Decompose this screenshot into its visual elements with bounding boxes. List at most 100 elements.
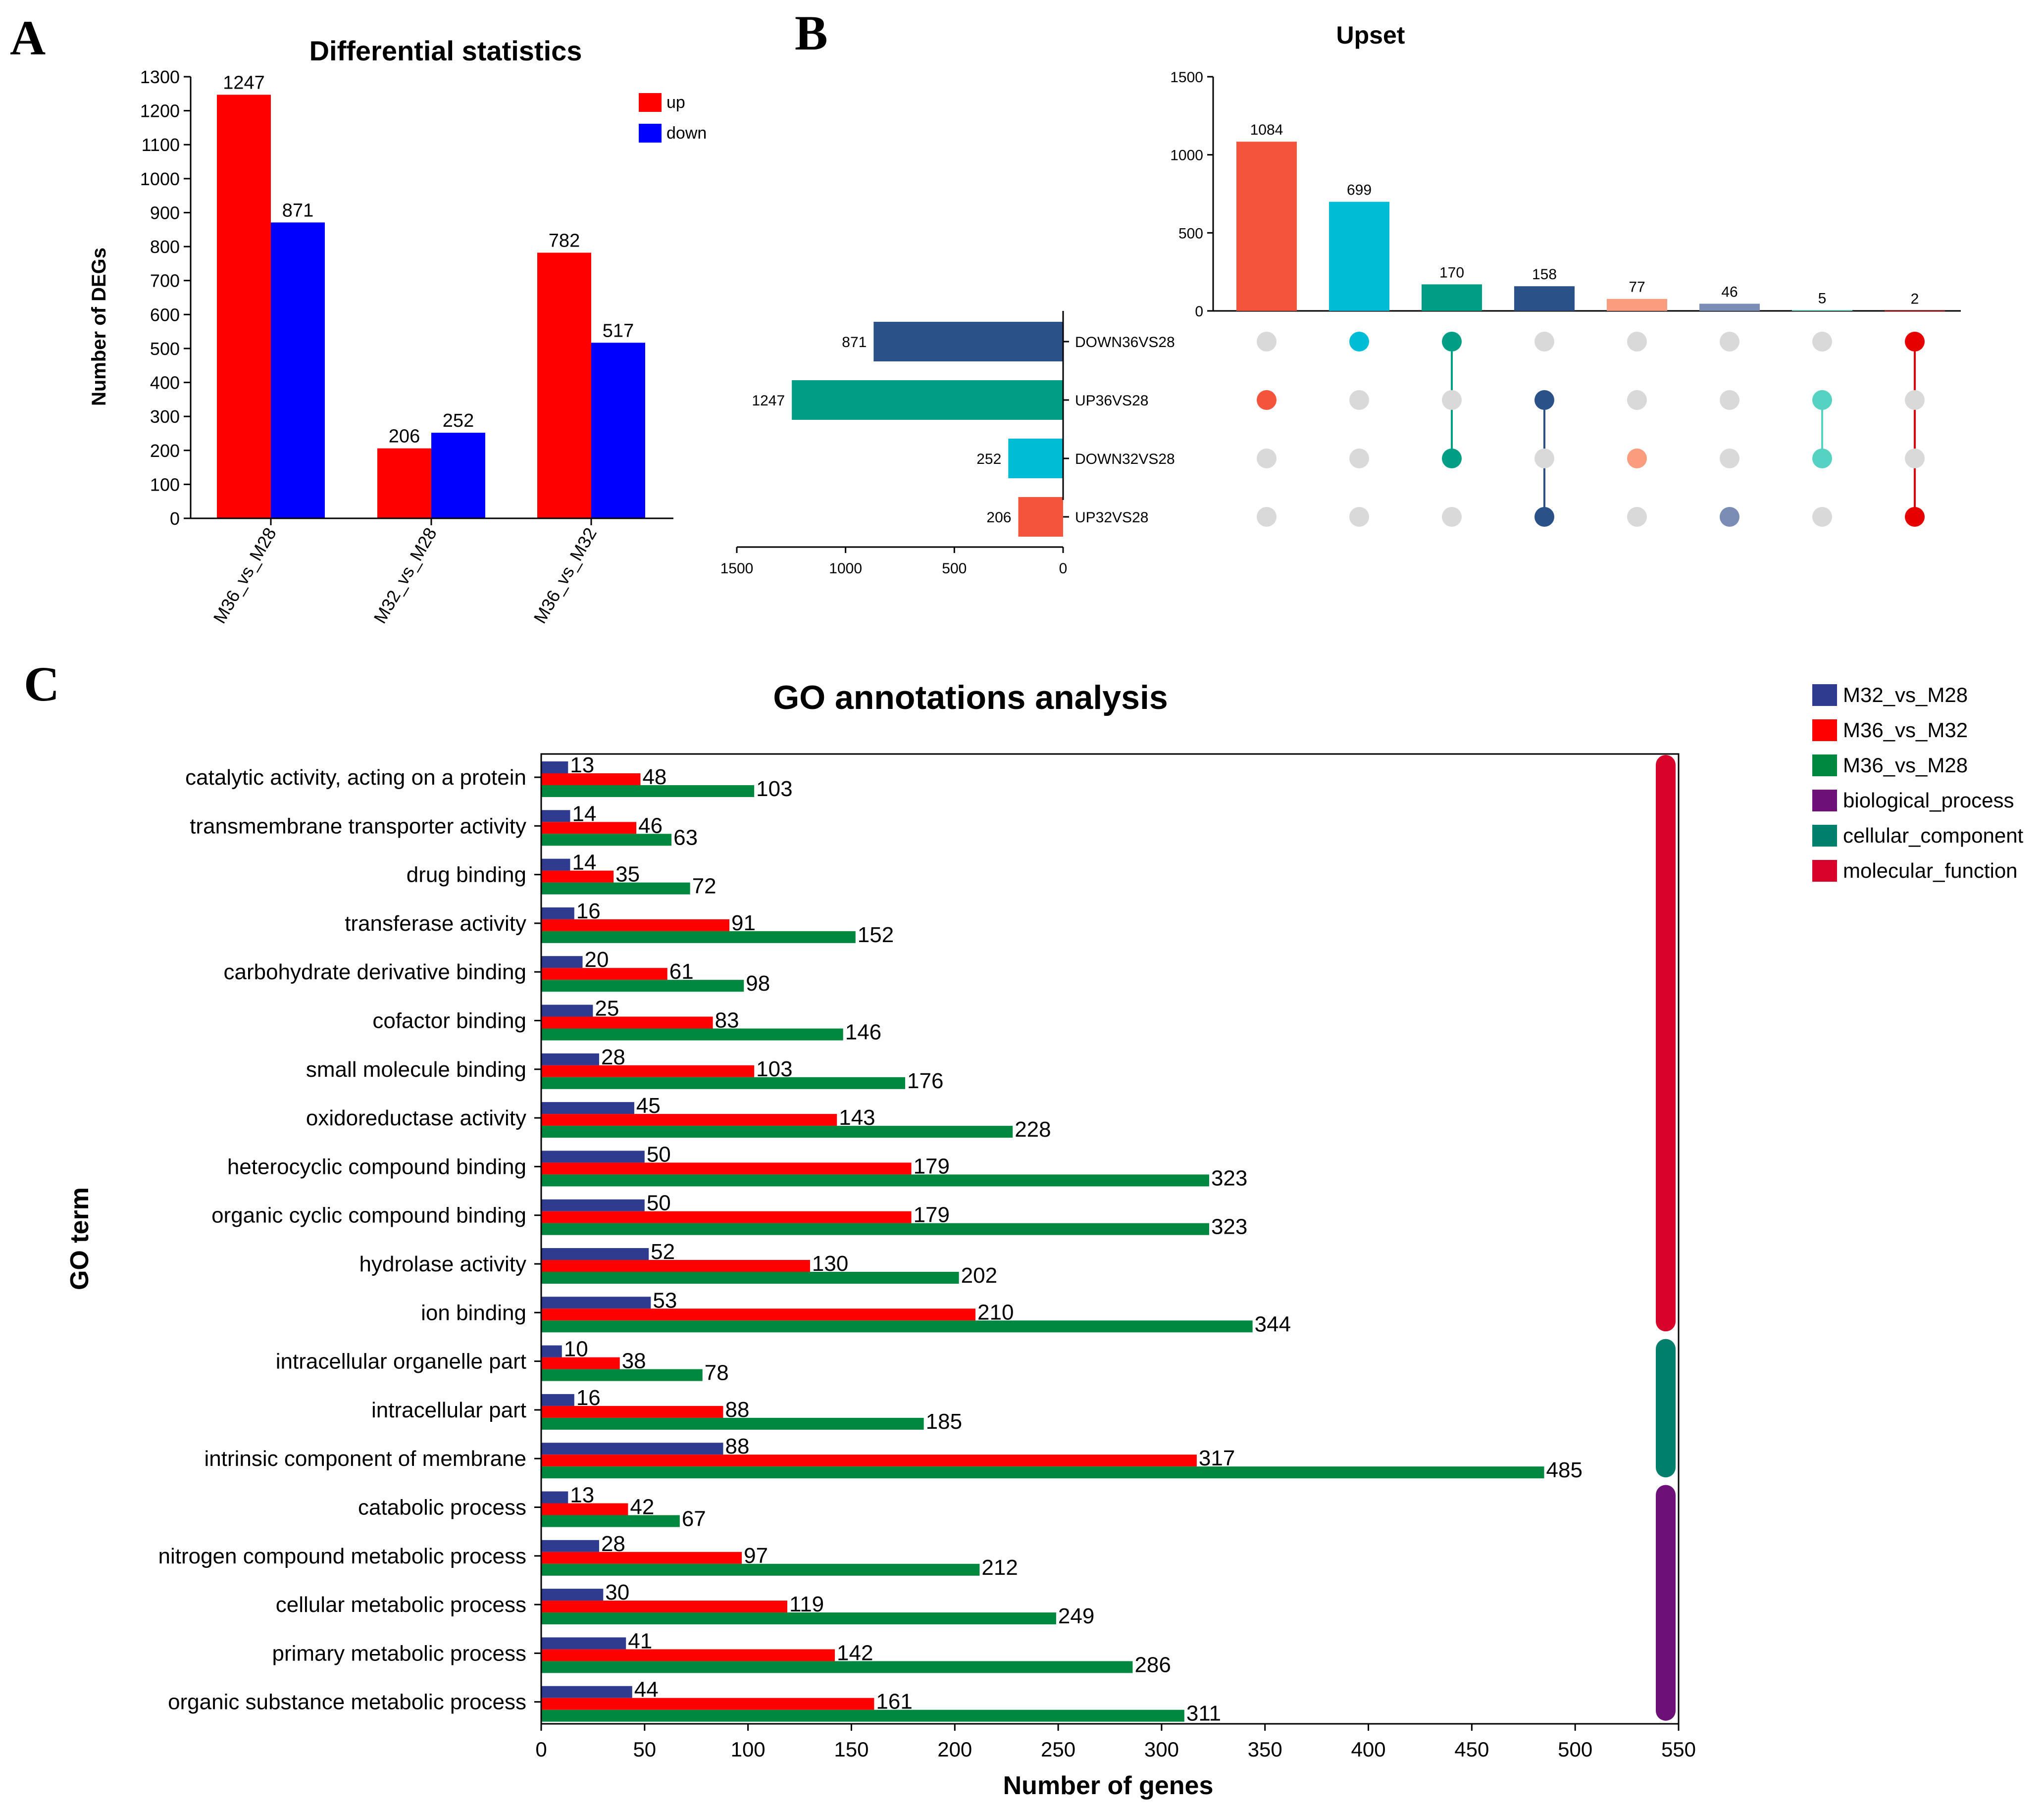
panel-c-legend-label-m36-vs-m32: M36_vs_M32 (1843, 718, 1968, 742)
panel-c-value-label: 143 (839, 1105, 875, 1130)
panel-a-xtick-label: M36_vs_M32 (529, 524, 601, 627)
panel-c-bar-m36-vs-m32 (541, 1698, 874, 1710)
panel-b-dot-active (1257, 390, 1277, 410)
panel-a-ytick-label: 900 (150, 202, 180, 223)
panel-b-dot-inactive (1442, 390, 1462, 410)
panel-c-value-label: 311 (1186, 1702, 1221, 1726)
panel-c-xtick-label: 150 (834, 1738, 869, 1761)
panel-c-bar-m36-vs-m32 (541, 773, 641, 785)
panel-c-legend-label-m32-vs-m28: M32_vs_M28 (1843, 683, 1968, 706)
panel-c-term-label: intracellular part (371, 1398, 526, 1422)
panel-b-dot-inactive (1720, 332, 1739, 351)
panel-c-legend-swatch-biological-process (1812, 790, 1837, 811)
panel-c-legend-swatch-m36-vs-m32 (1812, 719, 1837, 741)
panel-a-value-label: 1247 (223, 72, 265, 93)
panel-b-set-bar-down32vs28 (1008, 439, 1063, 478)
panel-b-dot-active (1349, 332, 1369, 351)
panel-a-xtick-label: M36_vs_M28 (209, 524, 280, 627)
panel-b-dot-active (1534, 390, 1554, 410)
panel-c-bar-m32-vs-m28 (541, 810, 570, 822)
panel-c-value-label: 249 (1058, 1604, 1094, 1628)
panel-c-value-label: 103 (756, 1057, 792, 1081)
panel-b-intersection-bar-4 (1514, 286, 1575, 311)
panel-b-top-ytick-label: 1000 (1170, 148, 1203, 164)
panel-a-ytick-label: 1300 (140, 67, 180, 87)
panel-c-legend-swatch-molecular-function (1812, 860, 1837, 882)
panel-c-y-axis-label: GO term (65, 1187, 94, 1290)
panel-c-xtick-label: 500 (1558, 1738, 1592, 1761)
panel-c-bar-m36-vs-m28 (541, 980, 744, 992)
panel-c-bar-m32-vs-m28 (541, 956, 583, 968)
panel-c-legend-label-biological-process: biological_process (1843, 789, 2014, 812)
panel-b-set-bar-up32vs28 (1018, 497, 1063, 537)
panel-c-value-label: 146 (845, 1020, 881, 1045)
panel-b-set-bar-up36vs28 (792, 380, 1063, 420)
panel-c-bar-m36-vs-m28 (541, 1223, 1209, 1235)
panel-c-legend: M32_vs_M28 M36_vs_M32 M36_vs_M28 biological… (1812, 683, 2024, 882)
panel-c-value-label: 97 (744, 1544, 768, 1568)
panel-b-dot-inactive (1257, 449, 1277, 468)
panel-b-dot-inactive (1905, 449, 1925, 468)
panel-c-bar-m36-vs-m32 (541, 1552, 742, 1564)
panel-c-value-label: 88 (725, 1398, 750, 1422)
panel-b-dot-active (1905, 507, 1925, 527)
panel-c-value-label: 41 (628, 1629, 652, 1653)
panel-c-bar-m32-vs-m28 (541, 1589, 604, 1601)
panel-b-dot-inactive (1349, 449, 1369, 468)
panel-c-term-label: primary metabolic process (272, 1641, 527, 1665)
panel-a-value-label: 206 (389, 426, 420, 447)
panel-c-bar-m36-vs-m28 (541, 1612, 1056, 1625)
panel-b-intersection-bars: 0 500 1000 1500 1084 699 170 158 77 46 5 2 (1170, 69, 1961, 320)
panel-a-value-label: 517 (603, 320, 634, 341)
panel-letter-c: C (24, 656, 59, 711)
panel-c-value-label: 185 (926, 1409, 962, 1434)
panel-b-intersection-value: 158 (1532, 266, 1557, 283)
panel-c-term-label: ion binding (421, 1301, 526, 1325)
panel-a-axes (190, 77, 673, 519)
panel-c-term-label: transferase activity (345, 911, 526, 936)
panel-a-y-ticks: 0 100 200 300 400 500 600 700 800 900 1000 1100 1200… (140, 67, 191, 529)
panel-c-bar-m36-vs-m32 (541, 1308, 976, 1321)
panel-c-bar-m36-vs-m32 (541, 870, 614, 883)
panel-c-legend-label-m36-vs-m28: M36_vs_M28 (1843, 753, 1968, 777)
panel-c-value-label: 152 (858, 923, 894, 947)
panel-c-value-label: 119 (789, 1592, 824, 1616)
panel-c-value-label: 53 (653, 1288, 677, 1312)
panel-letter-b: B (795, 5, 828, 60)
panel-a-xtick-label: M32_vs_M28 (369, 524, 441, 627)
panel-c-bar-m36-vs-m28 (541, 1563, 980, 1576)
panel-a-value-label: 252 (443, 410, 474, 431)
panel-b-set-size-value: 252 (976, 451, 1001, 467)
panel-c-term-label: catalytic activity, acting on a protein (185, 765, 526, 790)
panel-c-value-label: 44 (634, 1678, 659, 1702)
panel-b-top-ytick-label: 1500 (1170, 69, 1203, 86)
panel-a-bar-up-m36-vs-m28 (217, 95, 271, 518)
panel-c-value-label: 210 (977, 1300, 1014, 1324)
panel-a-value-labels: 1247 871 206 252 782 517 (223, 72, 634, 447)
panel-c-bar-m32-vs-m28 (541, 907, 574, 919)
panel-c-bar-m36-vs-m28 (541, 785, 755, 797)
panel-c-value-label: 91 (731, 911, 756, 935)
panel-c-bar-m32-vs-m28 (541, 1637, 626, 1650)
panel-c-bar-m36-vs-m28 (541, 882, 690, 895)
panel-b-intersection-bar-3 (1422, 284, 1482, 311)
panel-c-bar-m32-vs-m28 (541, 1102, 634, 1114)
panel-a-bars (217, 95, 645, 518)
panel-a-bar-down-m36-vs-m32 (591, 343, 645, 518)
panel-a-ytick-label: 200 (150, 441, 180, 461)
panel-c-value-label: 179 (914, 1203, 950, 1227)
panel-c-bar-m36-vs-m28 (541, 1709, 1184, 1722)
panel-c-title: GO annotations analysis (773, 679, 1168, 716)
panel-c-value-label: 130 (812, 1252, 848, 1276)
panel-c-value-label: 228 (1015, 1117, 1051, 1142)
panel-c-value-label: 16 (576, 1386, 601, 1410)
panel-c-value-label: 72 (692, 874, 716, 899)
panel-c-value-label: 45 (636, 1094, 661, 1118)
panel-c-term-label: nitrogen compound metabolic process (158, 1544, 526, 1568)
panel-c-bar-m32-vs-m28 (541, 1053, 599, 1065)
panel-c-legend-swatch-m32-vs-m28 (1812, 684, 1837, 706)
panel-b-intersection-value: 2 (1911, 291, 1919, 307)
panel-b-dot-active (1627, 449, 1647, 468)
panel-c-value-labels: 13 48 103 14 46 63 14 35 72 16 91 152 20 61 98 25 83 146 2… (564, 753, 1583, 1726)
